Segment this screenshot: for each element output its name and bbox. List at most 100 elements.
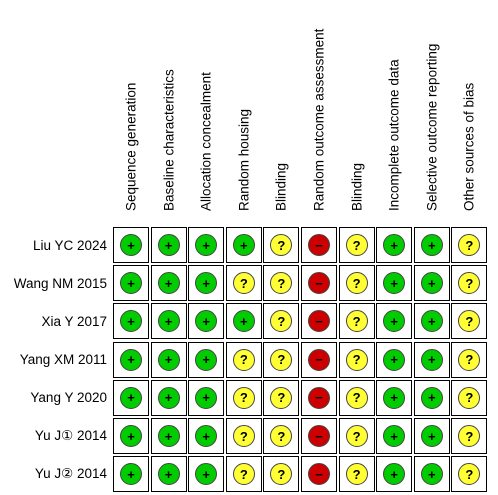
rating-cell: + xyxy=(376,227,413,263)
rating-cell: + xyxy=(413,341,450,378)
rating-cell: + xyxy=(225,303,262,340)
rating-cell: + xyxy=(413,418,450,454)
low-risk-dot: + xyxy=(420,272,443,295)
low-risk-dot: + xyxy=(383,272,406,295)
rating-cell: + xyxy=(150,456,187,493)
low-risk-dot: + xyxy=(420,348,443,371)
rating-cell: + xyxy=(113,418,149,454)
rating-cell: + xyxy=(113,227,149,263)
low-risk-dot: + xyxy=(195,386,218,409)
domain-header-label: Allocation concealment xyxy=(198,71,214,211)
domain-header: Random outcome assessment xyxy=(301,0,337,224)
high-risk-dot: − xyxy=(308,386,330,409)
rating-cell: ? xyxy=(263,379,300,416)
low-risk-dot: + xyxy=(120,386,142,409)
rating-cell: ? xyxy=(451,303,488,340)
rating-cell: ? xyxy=(338,379,375,416)
low-risk-dot: + xyxy=(120,272,142,295)
low-risk-dot: + xyxy=(420,425,443,447)
rating-cell: − xyxy=(301,418,337,454)
unclear-risk-dot: ? xyxy=(345,348,368,371)
rating-cell: + xyxy=(113,341,149,378)
domain-header: Sequence generation xyxy=(113,0,149,224)
rating-cell: + xyxy=(225,227,262,263)
domain-header: Allocation concealment xyxy=(188,0,224,224)
unclear-risk-dot: ? xyxy=(232,463,255,486)
unclear-risk-dot: ? xyxy=(270,272,293,295)
low-risk-dot: + xyxy=(120,310,142,333)
rating-cell: − xyxy=(301,265,337,302)
low-risk-dot: + xyxy=(157,386,180,409)
low-risk-dot: + xyxy=(232,234,255,256)
low-risk-dot: + xyxy=(195,234,218,256)
rating-cell: ? xyxy=(451,456,488,493)
rating-cell: + xyxy=(150,265,187,302)
low-risk-dot: + xyxy=(195,310,218,333)
low-risk-dot: + xyxy=(383,425,406,447)
high-risk-dot: − xyxy=(308,310,330,333)
unclear-risk-dot: ? xyxy=(270,348,293,371)
rating-cell: + xyxy=(413,265,450,302)
rating-cell: − xyxy=(301,341,337,378)
rating-cell: − xyxy=(301,379,337,416)
unclear-risk-dot: ? xyxy=(345,310,368,333)
rating-cell: + xyxy=(188,227,225,263)
study-label: Xia Y 2017 xyxy=(41,313,107,329)
unclear-risk-dot: ? xyxy=(458,425,481,447)
unclear-risk-dot: ? xyxy=(270,425,293,447)
low-risk-dot: + xyxy=(157,272,180,295)
rating-cell: ? xyxy=(451,418,488,454)
rating-cell: ? xyxy=(451,379,488,416)
rating-cell: + xyxy=(376,265,413,302)
rating-cell: ? xyxy=(451,341,488,378)
unclear-risk-dot: ? xyxy=(458,272,481,295)
domain-header: Random housing xyxy=(226,0,262,224)
domain-header: Incomplete outcome data xyxy=(376,0,412,224)
rating-cell: + xyxy=(113,265,149,302)
unclear-risk-dot: ? xyxy=(232,348,255,371)
study-label: Wang NM 2015 xyxy=(13,275,107,291)
rating-cell: ? xyxy=(263,227,300,263)
domain-header-label: Blinding xyxy=(348,162,364,211)
study-label: Liu YC 2024 xyxy=(32,237,107,253)
low-risk-dot: + xyxy=(383,463,406,486)
low-risk-dot: + xyxy=(232,310,255,333)
rating-cell: + xyxy=(150,341,187,378)
high-risk-dot: − xyxy=(308,272,330,295)
domain-header-label: Baseline characteristics xyxy=(160,68,176,211)
unclear-risk-dot: ? xyxy=(345,425,368,447)
study-label: Yang XM 2011 xyxy=(19,352,107,368)
domain-header-label: Random outcome assessment xyxy=(311,28,327,211)
unclear-risk-dot: ? xyxy=(458,348,481,371)
rating-cell: ? xyxy=(338,341,375,378)
unclear-risk-dot: ? xyxy=(345,272,368,295)
domain-header-label: Blinding xyxy=(273,162,289,211)
rating-cell: ? xyxy=(451,265,488,302)
rating-cell: ? xyxy=(225,341,262,378)
rating-cell: + xyxy=(150,227,187,263)
rating-cell: ? xyxy=(263,303,300,340)
rating-cell: + xyxy=(150,418,187,454)
high-risk-dot: − xyxy=(308,463,330,486)
rating-cell: ? xyxy=(338,418,375,454)
domain-header-label: Incomplete outcome data xyxy=(386,58,402,211)
rating-cell: + xyxy=(188,418,225,454)
low-risk-dot: + xyxy=(120,463,142,486)
rating-cell: + xyxy=(188,265,225,302)
unclear-risk-dot: ? xyxy=(345,386,368,409)
low-risk-dot: + xyxy=(157,463,180,486)
rating-cell: − xyxy=(301,303,337,340)
rating-cell: + xyxy=(413,379,450,416)
unclear-risk-dot: ? xyxy=(232,386,255,409)
rating-cell: + xyxy=(188,303,225,340)
domain-header: Selective outcome reporting xyxy=(414,0,450,224)
low-risk-dot: + xyxy=(195,272,218,295)
low-risk-dot: + xyxy=(383,386,406,409)
low-risk-dot: + xyxy=(120,348,142,371)
unclear-risk-dot: ? xyxy=(458,234,481,256)
domain-header: Other sources of bias xyxy=(451,0,487,224)
domain-header: Baseline characteristics xyxy=(151,0,187,224)
rating-cell: ? xyxy=(225,456,262,493)
high-risk-dot: − xyxy=(308,234,330,256)
